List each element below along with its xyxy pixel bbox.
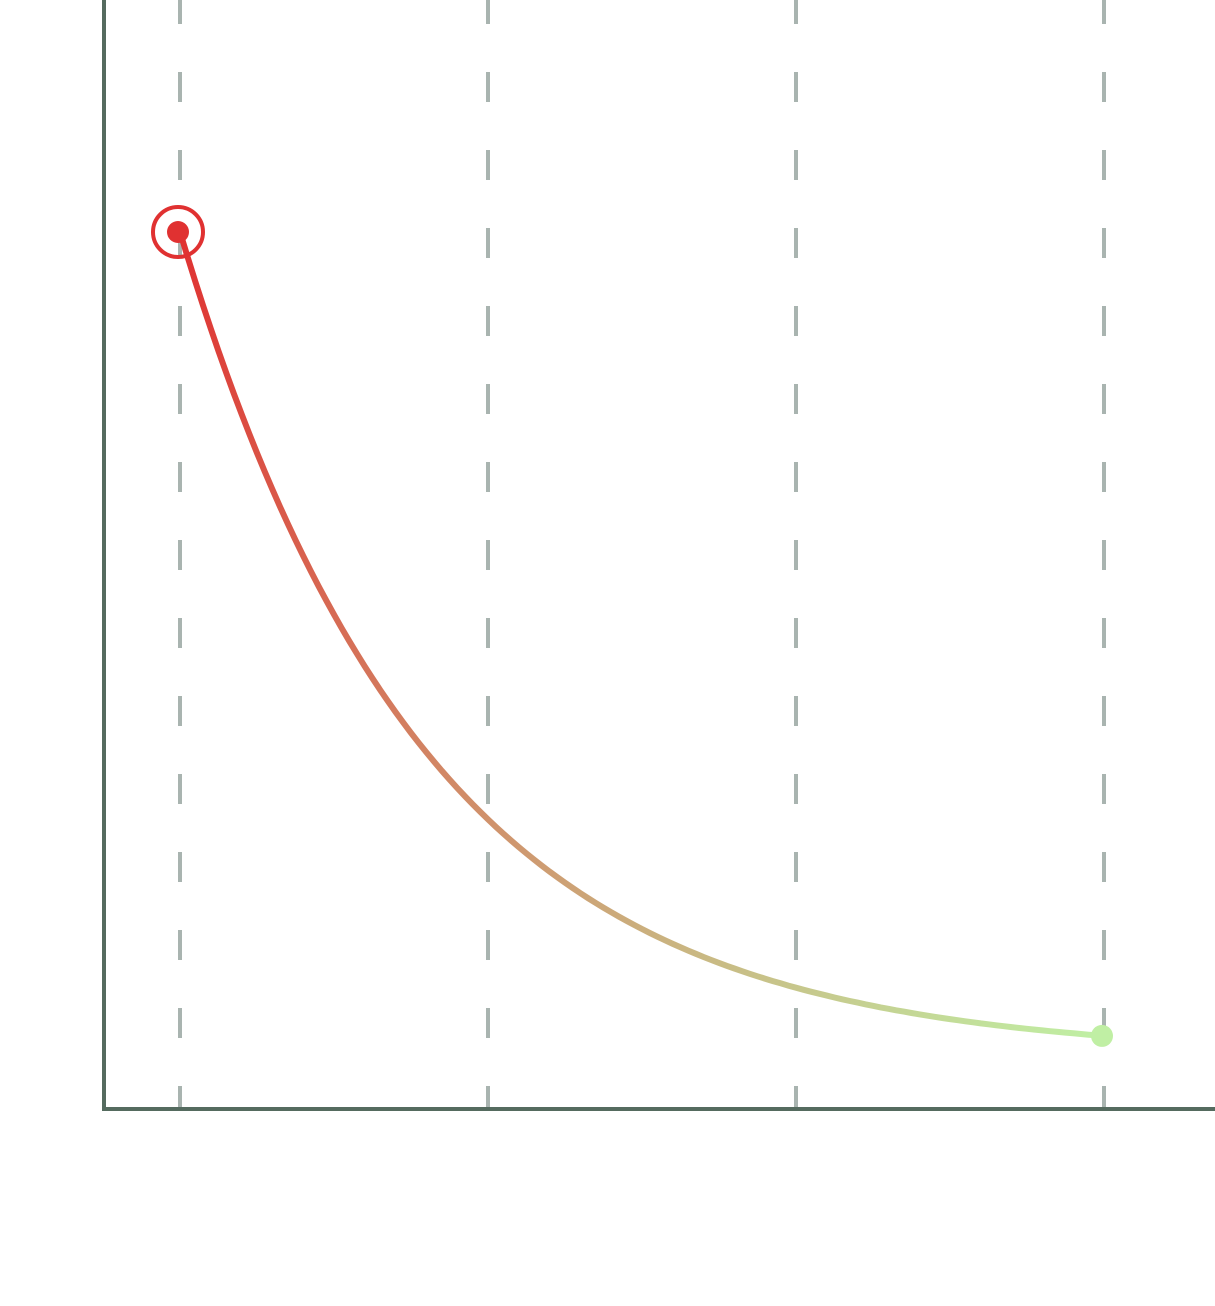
decay-curve-line	[177, 229, 1107, 1039]
grid-lines	[178, 0, 1106, 1109]
axes	[102, 0, 1215, 1111]
series	[177, 229, 1107, 1039]
markers	[151, 205, 1113, 1047]
start-point-marker	[167, 221, 189, 243]
end-point-marker	[1091, 1024, 1113, 1047]
start-point-ring	[151, 205, 205, 259]
